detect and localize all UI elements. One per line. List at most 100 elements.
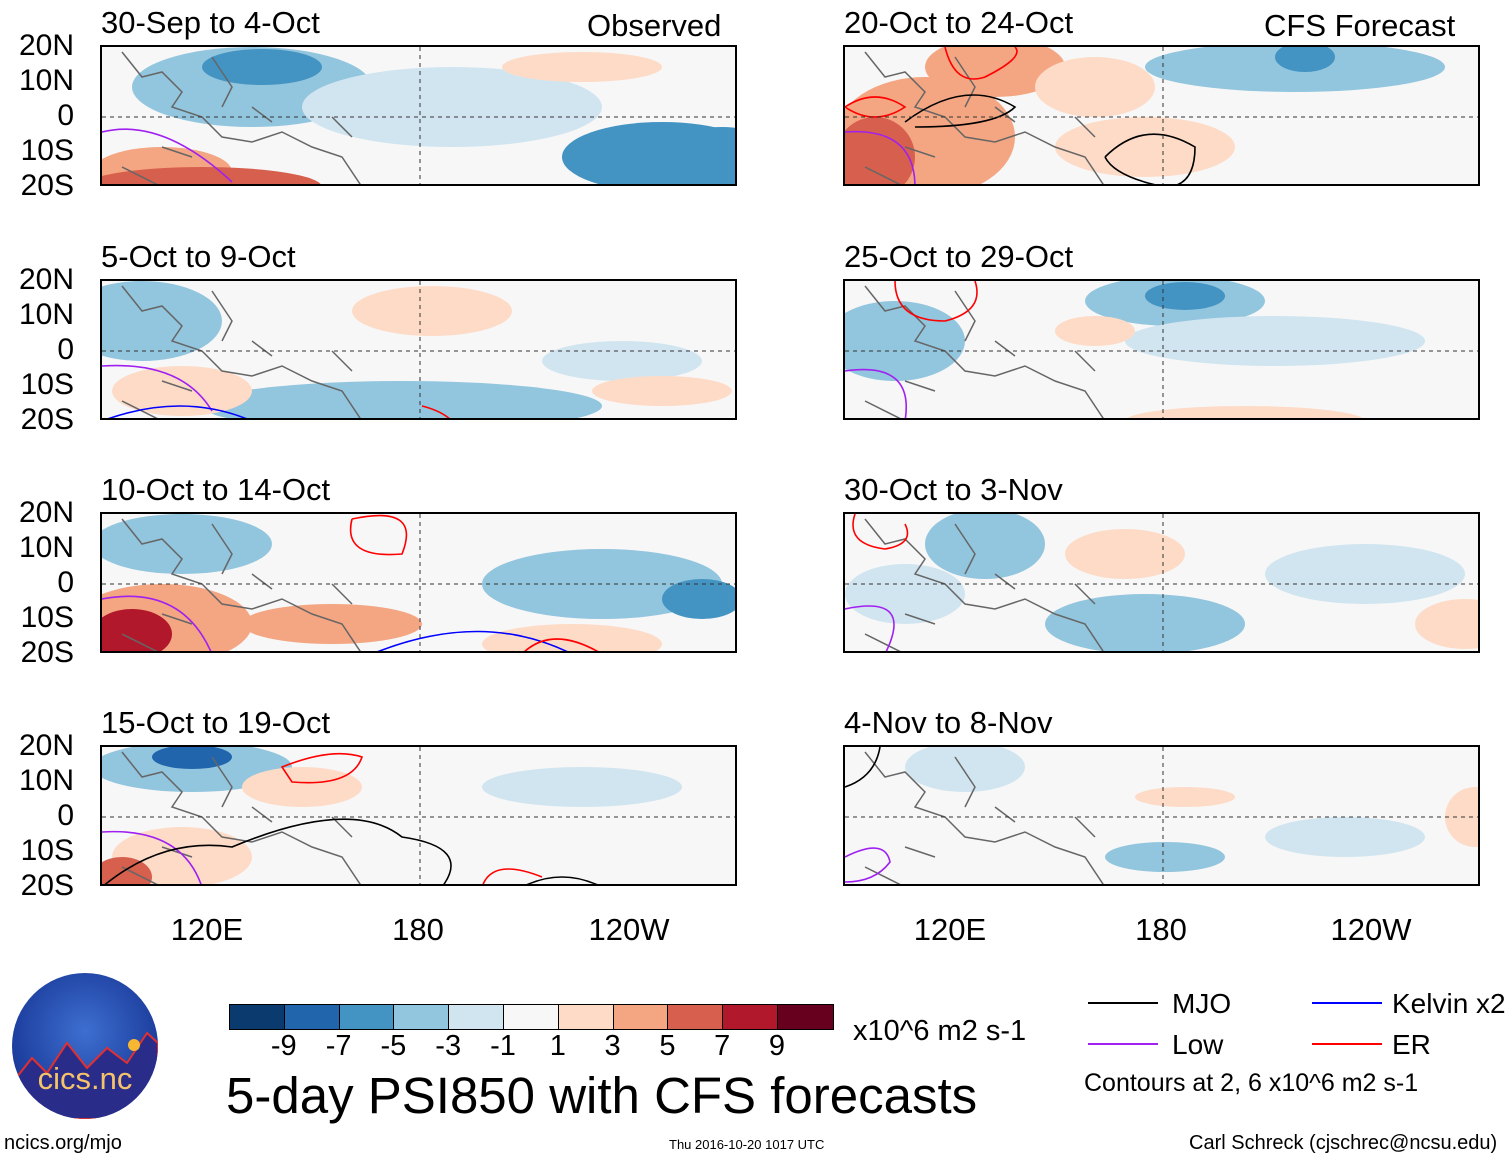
colorbar-swatch [777,1005,833,1029]
observed-label: Observed [587,8,722,43]
lat-label: 10N [18,764,74,797]
wave-contour [1104,133,1196,184]
colorbar-swatch [230,1005,285,1029]
colorbar-swatch [668,1005,724,1029]
psi-anomaly [482,767,682,807]
wave-contour [102,128,233,183]
logo-text: cics.nc [37,1061,133,1096]
legend-er-line [1312,1043,1382,1045]
figure-title: 5-day PSI850 with CFS forecasts [226,1067,978,1124]
panel-title: 25-Oct to 29-Oct [844,239,1074,274]
colorbar-label: 1 [549,1030,566,1062]
psi-anomaly [1065,529,1185,579]
lon-label: 120E [170,912,244,947]
psi-anomaly [542,341,702,381]
wave-contour [102,830,202,884]
wave-contour [904,94,1017,128]
colorbar-swatch [723,1005,778,1029]
map-panel [100,45,737,186]
wave-contour [845,747,881,788]
psi-anomaly [1265,817,1425,857]
psi-anomaly [102,747,292,792]
colorbar-label: -9 [270,1030,297,1062]
psi-anomaly [1135,787,1235,807]
lat-label: 10S [20,834,74,867]
psi-anomaly [1127,406,1363,418]
site-url[interactable]: ncics.org/mjo [4,1132,122,1154]
colorbar-label: 7 [714,1030,731,1062]
lat-label: 20N [18,729,74,762]
psi-anomaly [102,609,172,651]
forecast-label: CFS Forecast [1264,8,1456,43]
psi-anomaly [592,376,732,406]
lat-label: 20N [18,263,74,296]
colorbar-label: -5 [380,1030,407,1062]
units-label: x10^6 m2 s-1 [853,1015,1027,1047]
contours-note: Contours at 2, 6 x10^6 m2 s-1 [1084,1069,1419,1097]
colorbar-label: -1 [490,1030,516,1062]
psi-anomaly [1045,594,1245,651]
psi-anomaly [662,579,735,619]
lat-label: 0 [57,333,74,366]
panel-title: 30-Oct to 3-Nov [844,472,1063,507]
colorbar-swatch [503,1005,559,1029]
colorbar [229,1004,834,1030]
map-panel [843,745,1480,886]
wave-contour [944,47,1018,80]
colorbar-swatch [613,1005,669,1029]
psi-anomaly [1275,47,1335,72]
wave-contour [421,405,450,418]
psi-anomaly [662,127,735,184]
lat-label: 20N [18,29,74,62]
colorbar-label: 5 [659,1030,676,1062]
panel-title: 4-Nov to 8-Nov [844,705,1053,740]
psi-anomaly [925,514,1045,579]
psi-anomaly [102,514,272,574]
legend-mjo-line [1088,1002,1158,1004]
wave-contour [482,868,543,884]
psi-anomaly [1265,544,1465,604]
wave-contour [852,514,909,550]
colorbar-swatch [339,1005,395,1029]
lat-label: 10S [20,368,74,401]
colorbar-label: -7 [325,1030,352,1062]
psi-anomaly [352,286,512,336]
lat-label: 20N [18,496,74,529]
psi-anomaly [845,117,915,184]
psi-anomaly [202,381,602,418]
psi-anomaly [1105,842,1225,872]
panel-title: 30-Sep to 4-Oct [101,5,320,40]
panel-title: 10-Oct to 14-Oct [101,472,331,507]
colorbar-swatch [558,1005,614,1029]
lat-label: 20S [20,636,74,669]
psi-anomaly [102,167,321,184]
wave-contour [524,638,599,651]
legend-low: Low [1172,1029,1224,1060]
colorbar-swatch [394,1005,450,1029]
psi-anomaly [482,624,662,651]
wave-contour [845,605,895,651]
colorbar-label: 9 [768,1030,786,1062]
panel-title: 20-Oct to 24-Oct [844,5,1074,40]
lat-label: 10N [18,298,74,331]
lon-label: 120W [588,912,670,947]
lat-label: 0 [57,566,74,599]
psi-anomaly [1035,57,1155,117]
psi-anomaly [1055,316,1135,346]
wave-contour [349,514,408,556]
panel-title: 5-Oct to 9-Oct [101,239,296,274]
legend-kelvin-line [1312,1002,1382,1004]
lon-label: 180 [392,912,444,947]
panel-title: 15-Oct to 19-Oct [101,705,331,740]
lat-label: 20S [20,169,74,202]
map-panel [843,512,1480,653]
lat-label: 10S [20,134,74,167]
wave-contour [845,96,907,118]
colorbar-swatch [449,1005,504,1029]
wave-contour [845,368,907,418]
lat-label: 20S [20,869,74,902]
map-panel [100,279,737,420]
map-panel [100,512,737,653]
wave-contour [894,281,978,322]
